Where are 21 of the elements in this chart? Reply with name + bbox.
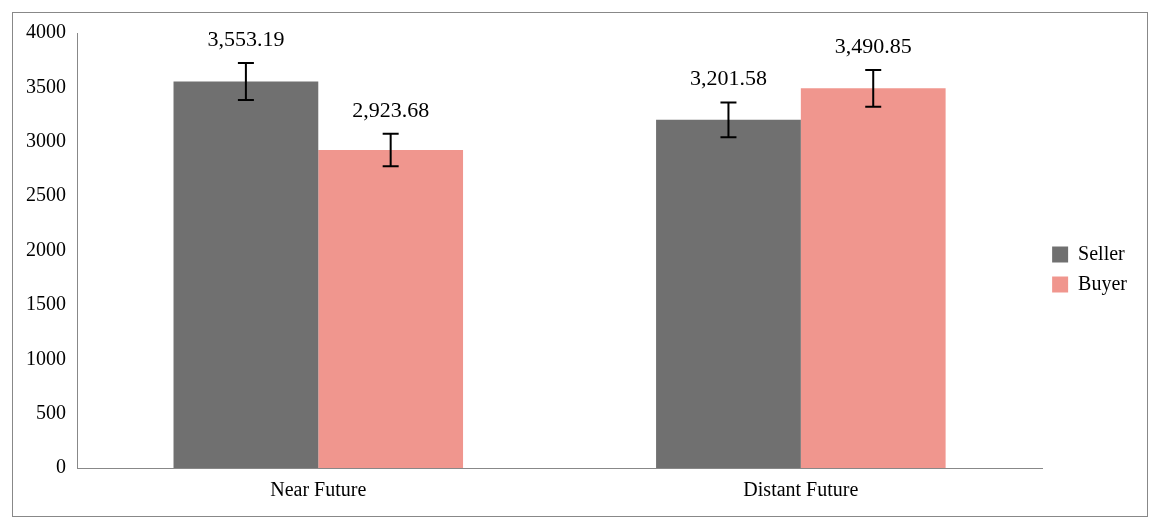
data-label: 3,553.19 — [207, 25, 285, 51]
bar — [800, 88, 946, 468]
y-tick-label: 3000 — [26, 129, 66, 151]
y-tick-label: 4000 — [26, 20, 66, 43]
data-label: 2,923.68 — [352, 96, 430, 122]
bar — [656, 119, 801, 468]
y-tick-label: 3500 — [26, 74, 66, 97]
y-tick-label: 500 — [36, 400, 66, 423]
data-label: 3,490.85 — [834, 32, 912, 58]
y-tick-label: 1500 — [26, 292, 66, 315]
y-tick-label: 1000 — [26, 346, 66, 369]
y-tick-label: 2500 — [26, 183, 66, 206]
bar — [173, 81, 319, 468]
legend-label: Seller — [1078, 241, 1126, 264]
data-label: 3,201.58 — [689, 65, 767, 91]
legend-label: Buyer — [1078, 271, 1128, 295]
y-tick-label: 0 — [56, 455, 66, 478]
x-tick-label: Distant Future — [743, 478, 859, 501]
bar — [318, 150, 464, 468]
y-tick-label: 2000 — [26, 237, 66, 260]
x-tick-label: Near Future — [270, 478, 367, 501]
